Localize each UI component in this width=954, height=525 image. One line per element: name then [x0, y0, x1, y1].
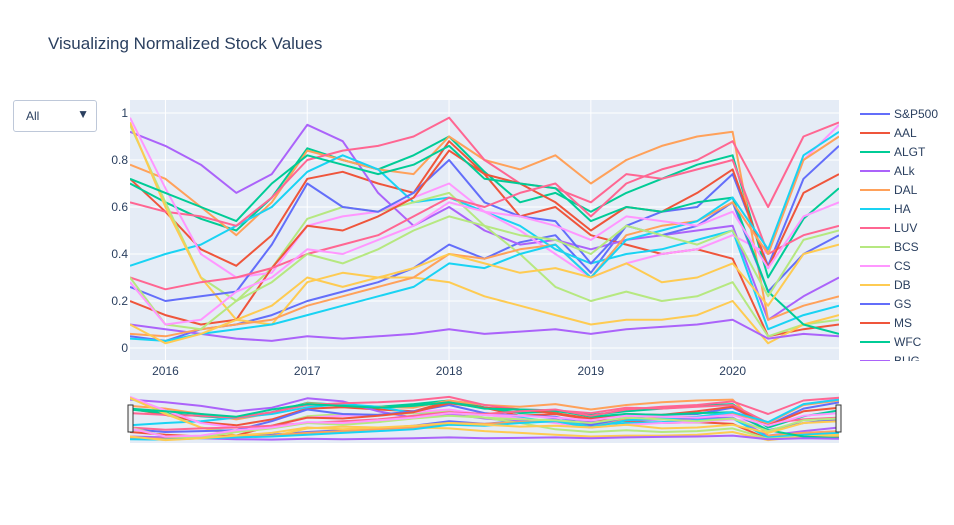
legend-item[interactable]: VALE [860, 468, 924, 482]
range-slider-lines [130, 395, 839, 442]
legend-item[interactable]: ALk [860, 164, 916, 178]
series-line-9 [130, 122, 839, 345]
legend-label: WFC [894, 335, 922, 349]
legend-label: RIO [894, 449, 915, 463]
dropdown-selected-label: All [26, 109, 40, 123]
legend-label: BUG [894, 354, 920, 368]
series-line-16 [130, 121, 839, 291]
slider-series-line-13 [130, 434, 839, 441]
series-line-19 [130, 243, 839, 345]
legend-label: HACK [894, 392, 927, 406]
y-axis: 0 0.2 0.4 0.6 0.8 1 [111, 106, 128, 355]
legend-label: GS [894, 297, 911, 311]
legend-label: BCS [894, 240, 919, 254]
series-line-10 [130, 159, 839, 302]
legend-label: LUV [894, 221, 917, 235]
chevron-down-icon: ▼ [77, 107, 89, 121]
legend-item[interactable]: BUG [860, 354, 920, 368]
series-line-15 [130, 130, 839, 342]
y-tick-label: 0.8 [111, 153, 128, 167]
legend-item[interactable]: BHP [860, 430, 919, 444]
range-slider-handle-right[interactable] [835, 404, 842, 433]
legend-label: DB [894, 278, 911, 292]
legend-label: DAL [894, 183, 918, 197]
x-tick-label: 2018 [436, 364, 463, 378]
slider-series-line-19 [130, 420, 839, 442]
x-tick-label: 2019 [577, 364, 604, 378]
legend-item[interactable]: HA [860, 202, 911, 216]
range-slider-handle-left[interactable] [127, 404, 134, 433]
filter-dropdown[interactable]: All ▼ [13, 100, 97, 132]
legend-item[interactable]: BCS [860, 240, 919, 254]
legend-item[interactable]: DB [860, 278, 911, 292]
legend-item[interactable]: DAL [860, 183, 918, 197]
legend-label: CIBR [894, 373, 923, 387]
chart-title: Visualizing Normalized Stock Values [48, 34, 323, 53]
y-tick-label: 0.4 [111, 247, 128, 261]
series-line-17 [130, 215, 839, 331]
slider-series-line-17 [130, 414, 839, 439]
series-line-18 [130, 201, 839, 326]
legend-label: CS [894, 259, 911, 273]
y-tick-label: 0.2 [111, 294, 128, 308]
series-line-6 [130, 116, 839, 255]
x-tick-label: 2020 [719, 364, 746, 378]
y-tick-label: 1 [121, 106, 128, 120]
legend-label: ALGT [894, 145, 926, 159]
legend-item[interactable]: AAL [860, 126, 917, 140]
slider-series-line-18 [130, 412, 839, 438]
legend-item[interactable]: RIO [860, 449, 915, 463]
legend-item[interactable]: HACK [860, 392, 927, 406]
series-line-14 [130, 135, 839, 338]
legend-item[interactable]: GS [860, 297, 911, 311]
series-line-11 [130, 149, 839, 326]
legend-label: BHP [894, 430, 919, 444]
legend-item[interactable]: ALGT [860, 145, 926, 159]
legend-label: IHAK [894, 411, 922, 425]
legend-item[interactable]: S&P500 [860, 107, 938, 121]
legend-item[interactable]: CS [860, 259, 911, 273]
series-line-12 [130, 144, 839, 335]
legend-label: HA [894, 202, 911, 216]
x-tick-label: 2016 [152, 364, 179, 378]
series-lines [130, 116, 839, 345]
legend-item[interactable]: CIBR [860, 373, 923, 387]
legend-label: VALE [894, 468, 924, 482]
slider-series-line-12 [130, 401, 839, 440]
x-axis: 2016 2017 2018 2019 2020 [152, 364, 746, 378]
slider-series-line-6 [130, 395, 839, 424]
series-line-3 [130, 123, 839, 321]
y-tick-label: 0 [121, 341, 128, 355]
x-tick-label: 2017 [294, 364, 321, 378]
series-line-13 [130, 318, 839, 342]
legend-item[interactable]: MS [860, 316, 912, 330]
legend-label: S&P500 [894, 107, 938, 121]
legend-label: AAL [894, 126, 917, 140]
legend-item[interactable]: IHAK [860, 411, 922, 425]
legend-label: MS [894, 316, 912, 330]
legend-item[interactable]: WFC [860, 335, 922, 349]
gridlines [130, 100, 839, 360]
legend-label: ALk [894, 164, 916, 178]
legend[interactable]: S&P500 AAL ALGT ALk DAL HA LUV BCS CS DB GS MS WFC BU… [860, 107, 938, 482]
y-tick-label: 0.6 [111, 200, 128, 214]
legend-item[interactable]: LUV [860, 221, 917, 235]
